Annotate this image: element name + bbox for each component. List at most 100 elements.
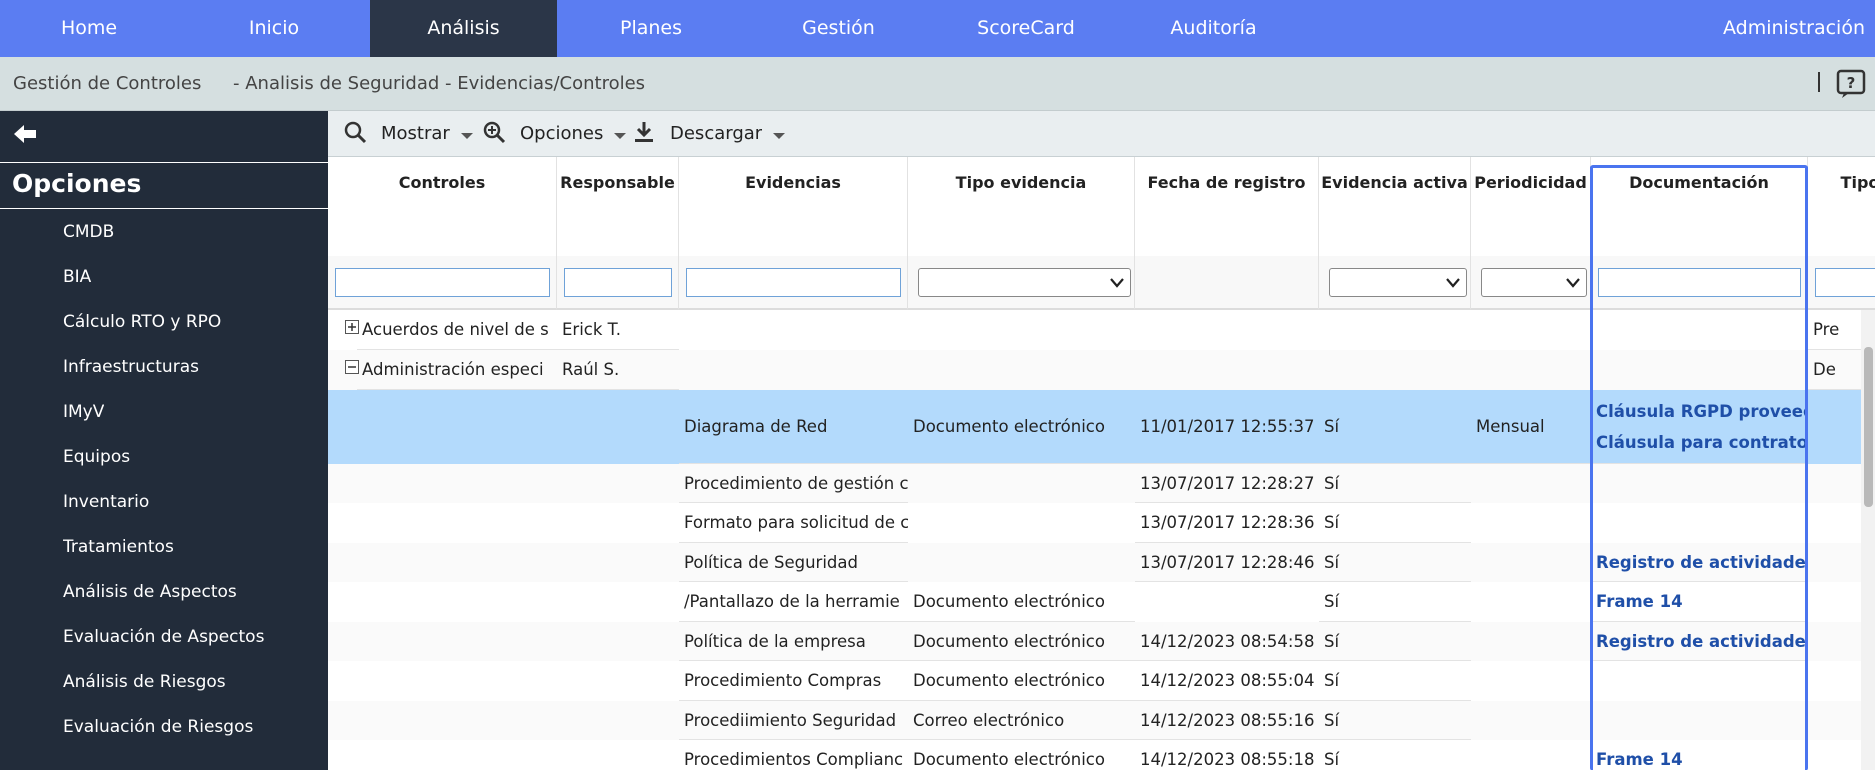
toolbar-icon[interactable] bbox=[344, 121, 368, 145]
table-cell: Formato para solicitud de c bbox=[679, 503, 908, 543]
toolbar-icon[interactable] bbox=[483, 121, 507, 145]
column-header[interactable]: Controles bbox=[328, 157, 557, 256]
nav-item[interactable]: Administración bbox=[1722, 17, 1865, 39]
table-cell: Frame 14 bbox=[1591, 740, 1808, 770]
filter-input[interactable] bbox=[564, 268, 672, 297]
toolbar-button[interactable]: Mostrar bbox=[381, 123, 450, 144]
doc-link[interactable]: Cláusula RGPD proveedo bbox=[1596, 401, 1808, 421]
sidebar-item[interactable]: Equipos bbox=[63, 447, 131, 467]
filter-cell bbox=[908, 256, 1135, 310]
nav-item[interactable]: Gestión bbox=[802, 17, 875, 39]
filter-input[interactable] bbox=[1815, 268, 1875, 297]
filter-cell bbox=[1135, 256, 1319, 310]
breadcrumb-section[interactable]: Gestión de Controles bbox=[13, 73, 202, 94]
table-row[interactable] bbox=[328, 503, 1861, 543]
column-header[interactable]: Tipo c bbox=[1808, 157, 1875, 256]
back-arrow[interactable] bbox=[12, 123, 38, 145]
column-header[interactable]: Tipo evidencia bbox=[908, 157, 1135, 256]
column-header[interactable]: Evidencia activa bbox=[1319, 157, 1471, 256]
select-caret bbox=[1566, 278, 1580, 288]
table-cell: Documento electrónico bbox=[908, 390, 1135, 464]
nav-item[interactable]: Inicio bbox=[248, 17, 300, 39]
expander[interactable] bbox=[345, 360, 359, 374]
dropdown-caret[interactable] bbox=[772, 131, 786, 141]
table-cell: Raúl S. bbox=[557, 350, 679, 390]
table-row[interactable] bbox=[328, 310, 1861, 350]
breadcrumb: Gestión de Controles - Analisis de Segur… bbox=[0, 57, 1875, 111]
table-cell: Procediimiento Seguridad bbox=[679, 701, 908, 740]
table-row[interactable] bbox=[328, 543, 1861, 582]
sidebar-item[interactable]: CMDB bbox=[63, 222, 115, 242]
table: Controles Responsable Evidencias Tipo evide… bbox=[328, 157, 1875, 770]
filter-input[interactable] bbox=[335, 268, 550, 297]
filter-input[interactable] bbox=[686, 268, 901, 297]
table-cell: Frame 14 bbox=[1591, 582, 1808, 622]
sidebar-item[interactable]: Evaluación de Riesgos bbox=[63, 717, 254, 737]
dropdown-caret[interactable] bbox=[460, 131, 474, 141]
table-cell: Sí bbox=[1319, 582, 1471, 622]
filter-input[interactable] bbox=[1598, 268, 1801, 297]
table-row[interactable] bbox=[328, 582, 1861, 622]
doc-link[interactable]: Registro de actividades bbox=[1596, 631, 1808, 651]
column-header[interactable]: Responsable bbox=[557, 157, 679, 256]
table-row[interactable] bbox=[328, 390, 1861, 464]
table-cell: 14/12/2023 08:55:16 bbox=[1135, 701, 1319, 740]
filter-select[interactable] bbox=[918, 268, 1131, 297]
sidebar-item[interactable]: Evaluación de Aspectos bbox=[63, 627, 265, 647]
toolbar-icon[interactable] bbox=[633, 121, 657, 145]
sidebar-item[interactable]: Cálculo RTO y RPO bbox=[63, 312, 222, 332]
filter-cell bbox=[1319, 256, 1471, 310]
column-header[interactable]: Evidencias bbox=[679, 157, 908, 256]
sidebar-title: Opciones bbox=[12, 169, 142, 198]
table-cell: 13/07/2017 12:28:36 bbox=[1135, 503, 1319, 543]
filter-cell bbox=[1591, 256, 1808, 310]
sidebar-item[interactable]: IMyV bbox=[63, 402, 105, 422]
table-cell: Política de Seguridad bbox=[679, 543, 908, 582]
nav-item[interactable]: Análisis bbox=[370, 0, 557, 57]
column-header[interactable]: Documentación bbox=[1591, 157, 1808, 256]
filter-cell bbox=[557, 256, 679, 310]
scrollbar-thumb[interactable] bbox=[1864, 347, 1873, 507]
column-header[interactable]: Periodicidad bbox=[1471, 157, 1591, 256]
toolbar-button[interactable]: Opciones bbox=[520, 123, 604, 144]
toolbar-button[interactable]: Descargar bbox=[670, 123, 763, 144]
table-cell: Mensual bbox=[1471, 390, 1591, 464]
sidebar-item[interactable]: Tratamientos bbox=[63, 537, 174, 557]
select-caret bbox=[1446, 278, 1460, 288]
table-cell: Sí bbox=[1319, 661, 1471, 701]
filter-cell bbox=[328, 256, 557, 310]
nav-item[interactable]: ScoreCard bbox=[977, 17, 1075, 39]
doc-link[interactable]: Frame 14 bbox=[1596, 750, 1683, 769]
sidebar-item[interactable]: BIA bbox=[63, 267, 92, 287]
table-row[interactable] bbox=[328, 701, 1861, 740]
sidebar-item[interactable]: Inventario bbox=[63, 492, 150, 512]
doc-link[interactable]: Registro de actividades bbox=[1596, 552, 1808, 572]
table-row[interactable] bbox=[328, 350, 1861, 390]
nav-item[interactable]: Home bbox=[60, 17, 118, 39]
table-row[interactable] bbox=[328, 464, 1861, 503]
expander[interactable] bbox=[345, 320, 359, 334]
doc-link[interactable]: Cláusula para contrato c bbox=[1596, 432, 1808, 452]
table-cell: Sí bbox=[1319, 390, 1471, 464]
filter-select[interactable] bbox=[1481, 268, 1587, 297]
dropdown-caret[interactable] bbox=[613, 131, 627, 141]
sidebar-item[interactable]: Análisis de Riesgos bbox=[63, 672, 226, 692]
sidebar-item[interactable]: Infraestructuras bbox=[63, 357, 199, 377]
highlight-box bbox=[1590, 165, 1808, 770]
table-row[interactable] bbox=[328, 622, 1861, 661]
nav-item[interactable]: Auditoría bbox=[1170, 17, 1257, 39]
table-row[interactable] bbox=[328, 740, 1861, 770]
help-icon[interactable]: ? bbox=[1836, 69, 1866, 99]
filter-select[interactable] bbox=[1329, 268, 1467, 297]
nav-item[interactable]: Planes bbox=[619, 17, 682, 39]
table-cell: Sí bbox=[1319, 701, 1471, 740]
table-cell: Política de la empresa bbox=[679, 622, 908, 661]
column-header[interactable]: Fecha de registro bbox=[1135, 157, 1319, 256]
doc-link[interactable]: Frame 14 bbox=[1596, 592, 1683, 611]
table-row[interactable] bbox=[328, 661, 1861, 701]
sidebar-item[interactable]: Análisis de Aspectos bbox=[63, 582, 237, 602]
table-cell: Registro de actividades bbox=[1591, 622, 1808, 661]
table-cell: /Pantallazo de la herramie bbox=[679, 582, 908, 622]
table-cell: Procedimiento Compras bbox=[679, 661, 908, 701]
